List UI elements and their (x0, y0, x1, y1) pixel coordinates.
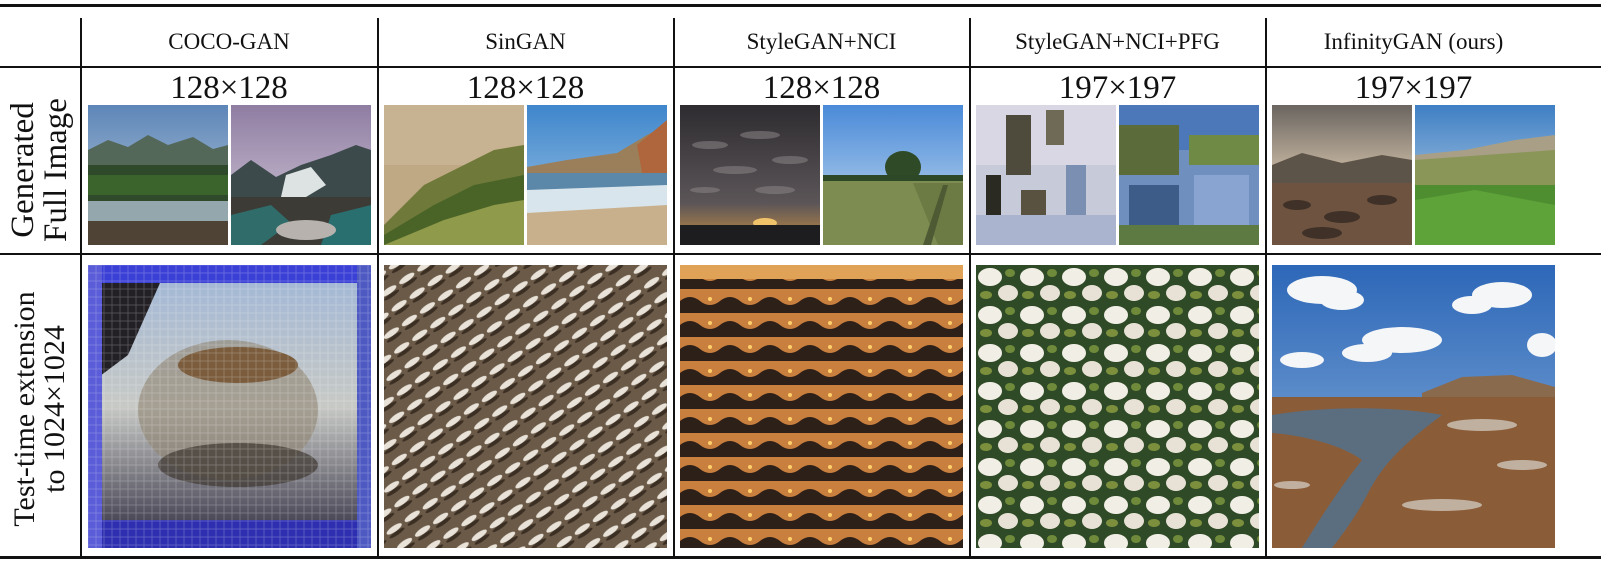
resolution-label: 128×128 (170, 69, 288, 106)
stylegan-nci-pfg-generated-image-1 (976, 105, 1116, 245)
column-divider (80, 18, 82, 556)
row-label-test-time-extension: Test-time extension to 1024×1024 (8, 259, 72, 559)
stylegan-nci-generated-image-1 (680, 105, 820, 245)
column-header-stylegan-nci-pfg: StyleGAN+NCI+PFG (1015, 29, 1220, 54)
resolution-label: 197×197 (1354, 69, 1473, 106)
column-divider (1265, 18, 1267, 556)
stylegan-nci-pfg-extension-image (976, 265, 1259, 548)
singan-generated-image-2 (527, 105, 667, 245)
row-label-generated-full-image: Generated Full Image (5, 80, 74, 260)
top-rule (0, 4, 1601, 7)
coco-gan-generated-image-1 (88, 105, 228, 245)
resolution-label: 197×197 (1058, 69, 1177, 106)
column-header-singan: SinGAN (485, 29, 566, 54)
coco-gan-extension-image (88, 265, 371, 548)
resolution-label: 128×128 (762, 69, 881, 106)
column-header-infinitygan: InfinityGAN (ours) (1323, 29, 1504, 54)
column-header-stylegan-nci: StyleGAN+NCI (746, 29, 897, 54)
coco-gan-generated-image-2 (231, 105, 371, 245)
header-rule (0, 66, 1601, 68)
infinitygan-generated-image-1 (1272, 105, 1412, 245)
column-divider (969, 18, 971, 556)
column-divider (673, 18, 675, 556)
row-separator-rule (0, 253, 1601, 255)
column-header-coco-gan: COCO-GAN (168, 29, 290, 54)
infinitygan-extension-image (1272, 265, 1555, 548)
column-divider (377, 18, 379, 556)
infinitygan-generated-image-2 (1415, 105, 1555, 245)
stylegan-nci-pfg-generated-image-2 (1119, 105, 1259, 245)
bottom-rule (0, 556, 1601, 559)
row-label-line: to 1024×1024 (38, 325, 71, 493)
stylegan-nci-generated-image-2 (823, 105, 963, 245)
row-label-line: Test-time extension (8, 291, 41, 527)
stylegan-nci-extension-image (680, 265, 963, 548)
row-label-line: Full Image (38, 98, 74, 242)
resolution-label: 128×128 (466, 69, 585, 106)
singan-generated-image-1 (384, 105, 524, 245)
row-label-line: Generated (5, 102, 41, 238)
singan-extension-image (384, 265, 667, 548)
